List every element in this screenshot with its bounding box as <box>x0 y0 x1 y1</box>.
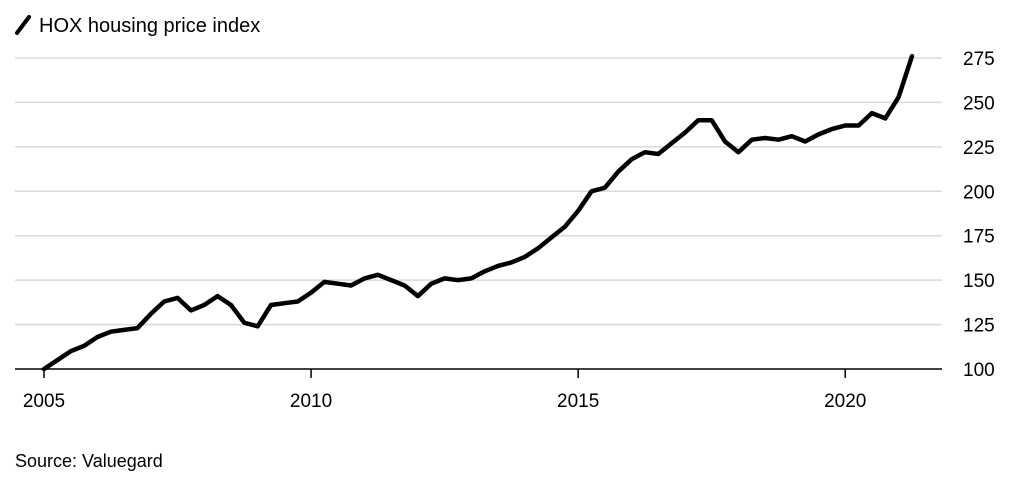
legend: HOX housing price index <box>15 15 260 37</box>
source-note: Source: Valuegard <box>15 451 163 471</box>
grid-lines <box>15 57 942 326</box>
y-tick-labels: 100 125 150 175 200 225 250 275 <box>963 49 995 381</box>
series-line-hox-housing-price-index <box>41 53 915 372</box>
legend-entry-label: HOX housing price index <box>39 15 260 37</box>
x-tick-label: 2020 <box>824 391 866 412</box>
y-tick-label: 125 <box>963 316 995 337</box>
x-tick-label: 2015 <box>557 391 599 412</box>
y-tick-label: 200 <box>963 182 995 203</box>
y-tick-label: 225 <box>963 138 995 159</box>
y-tick-label: 100 <box>963 360 995 381</box>
legend-swatch <box>15 15 31 35</box>
y-tick-label: 175 <box>963 227 995 248</box>
y-tick-label: 275 <box>963 49 995 70</box>
x-tick-labels: 2005 2010 2015 2020 <box>23 369 866 412</box>
y-tick-label: 250 <box>963 93 995 114</box>
series-layer <box>41 53 915 372</box>
x-tick-label: 2005 <box>23 391 65 412</box>
y-tick-label: 150 <box>963 271 995 292</box>
x-tick-label: 2010 <box>290 391 332 412</box>
